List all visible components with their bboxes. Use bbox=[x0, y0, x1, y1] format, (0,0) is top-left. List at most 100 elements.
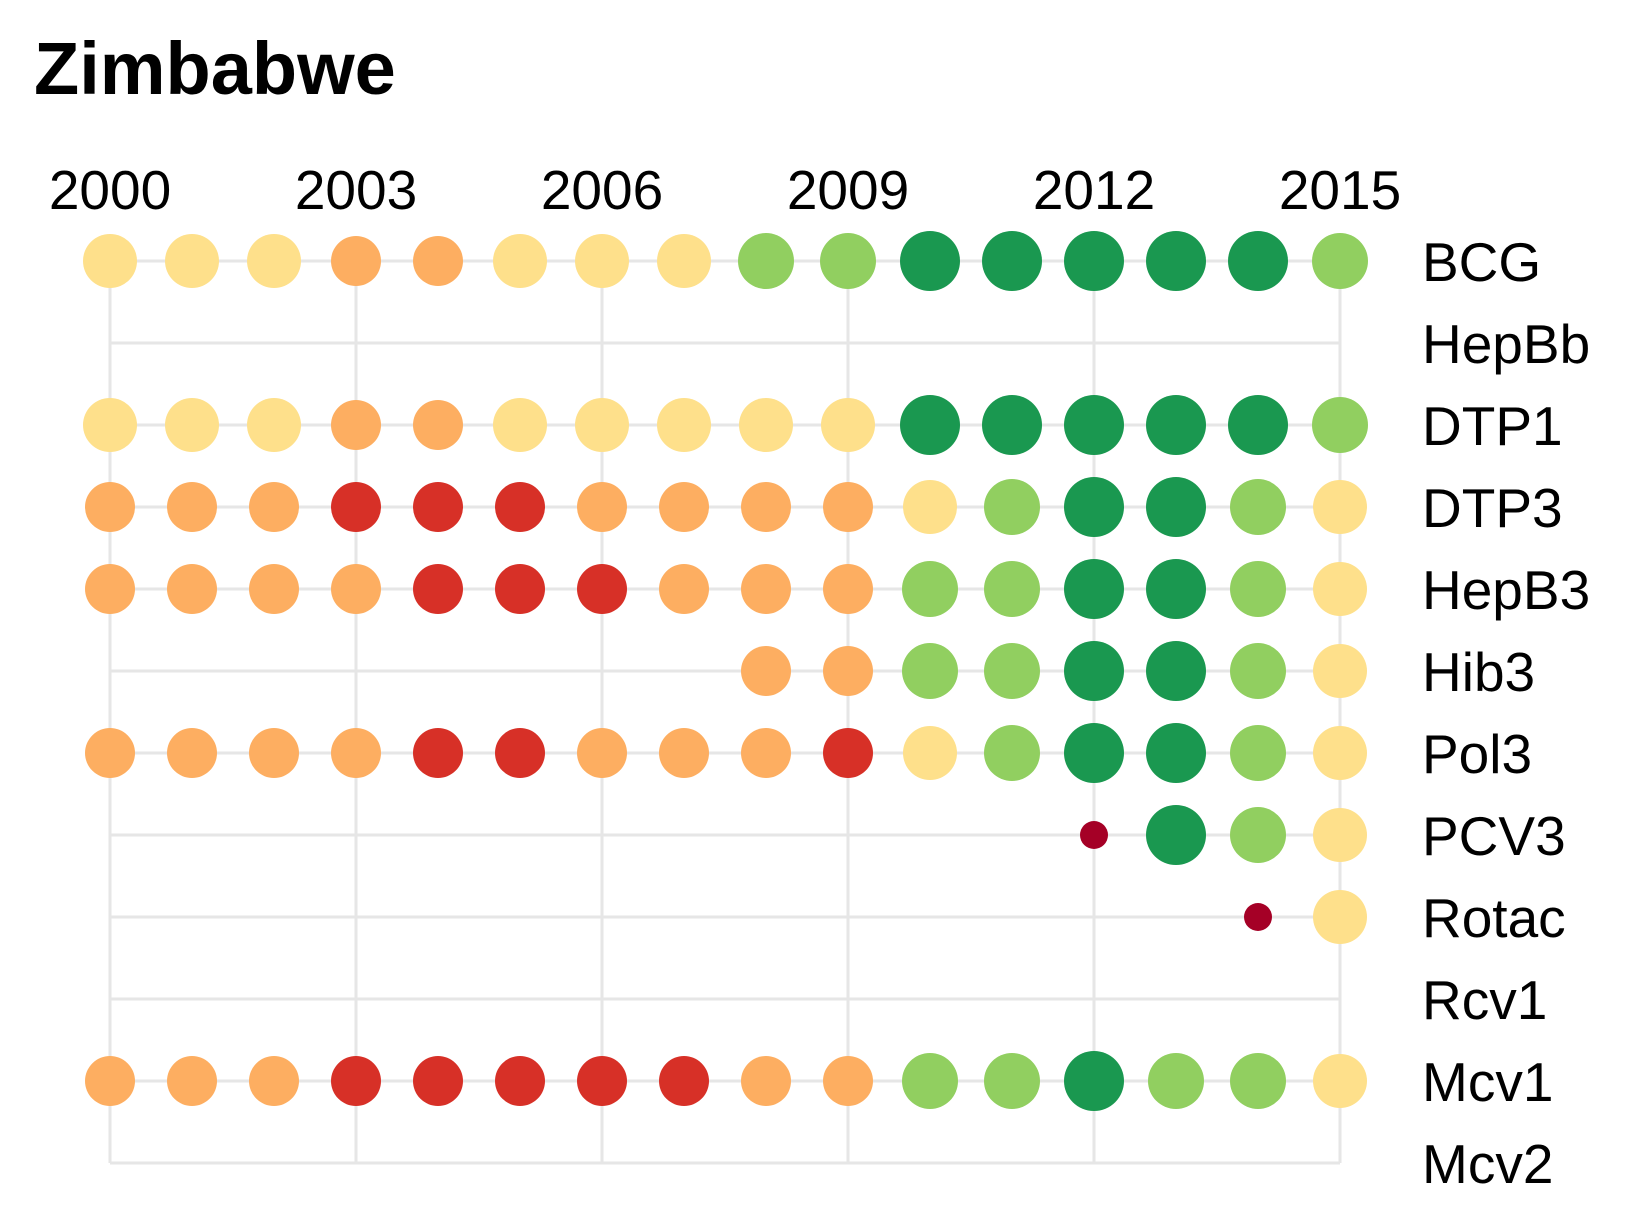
dot-dtp1-2007 bbox=[657, 398, 711, 452]
dot-pol3-2002 bbox=[249, 728, 299, 778]
dot-dtp3-2004 bbox=[413, 482, 463, 532]
dot-mcv1-2003 bbox=[331, 1056, 381, 1106]
dot-dtp3-2003 bbox=[331, 482, 381, 532]
chart-title: Zimbabwe bbox=[34, 27, 396, 110]
dot-dtp3-2014 bbox=[1230, 479, 1286, 535]
dot-bcg-2014 bbox=[1228, 231, 1288, 291]
dot-mcv1-2007 bbox=[659, 1056, 709, 1106]
dot-pol3-2009 bbox=[823, 728, 873, 778]
dot-dtp1-2008 bbox=[739, 398, 793, 452]
dot-hepb3-2013 bbox=[1146, 559, 1206, 619]
dot-dtp3-2012 bbox=[1064, 477, 1124, 537]
dot-dtp1-2003 bbox=[331, 400, 381, 450]
row-label-bcg: BCG bbox=[1422, 231, 1541, 293]
dot-dtp1-2009 bbox=[821, 398, 875, 452]
dot-pol3-2007 bbox=[659, 728, 709, 778]
dot-dtp1-2013 bbox=[1146, 395, 1206, 455]
dot-dtp3-2001 bbox=[167, 482, 217, 532]
dot-mcv1-2004 bbox=[413, 1056, 463, 1106]
dot-mcv1-2002 bbox=[249, 1056, 299, 1106]
dot-mcv1-2012 bbox=[1064, 1051, 1124, 1111]
row-label-rotac: Rotac bbox=[1422, 887, 1566, 949]
dot-mcv1-2013 bbox=[1148, 1053, 1204, 1109]
dot-dtp3-2002 bbox=[249, 482, 299, 532]
dot-bcg-2015 bbox=[1312, 233, 1368, 289]
dot-dtp3-2000 bbox=[85, 482, 135, 532]
dot-hib3-2008 bbox=[741, 646, 791, 696]
dot-bcg-2010 bbox=[900, 231, 960, 291]
dot-dtp1-2011 bbox=[982, 395, 1042, 455]
dot-bcg-2012 bbox=[1064, 231, 1124, 291]
dot-bcg-2007 bbox=[657, 234, 711, 288]
x-tick-label-2015: 2015 bbox=[1279, 159, 1401, 221]
dot-dtp1-2010 bbox=[900, 395, 960, 455]
x-tick-label-2003: 2003 bbox=[295, 159, 417, 221]
x-axis-ticks: 2000 2003 2006 2009 2012 2015 bbox=[49, 159, 1401, 221]
row-labels: BCG HepBb DTP1 DTP3 HepB3 Hib3 Pol3 PCV3 Rotac Rc… bbox=[1422, 231, 1590, 1195]
dot-bcg-2009 bbox=[820, 233, 876, 289]
dot-rotac-2014 bbox=[1244, 903, 1272, 931]
dot-bcg-2013 bbox=[1146, 231, 1206, 291]
dot-bcg-2002 bbox=[247, 234, 301, 288]
dot-pol3-2003 bbox=[331, 728, 381, 778]
dot-dtp1-2000 bbox=[83, 398, 137, 452]
dot-hepb3-2009 bbox=[823, 564, 873, 614]
dot-mcv1-2015 bbox=[1313, 1054, 1367, 1108]
dot-dtp1-2005 bbox=[493, 398, 547, 452]
dot-hepb3-2005 bbox=[495, 564, 545, 614]
dot-hepb3-2004 bbox=[413, 564, 463, 614]
dot-pol3-2001 bbox=[167, 728, 217, 778]
row-label-hepb3: HepB3 bbox=[1422, 559, 1590, 621]
dot-hib3-2011 bbox=[984, 643, 1040, 699]
dot-dtp3-2010 bbox=[903, 480, 957, 534]
dot-hepb3-2015 bbox=[1313, 562, 1367, 616]
dot-pol3-2000 bbox=[85, 728, 135, 778]
dot-pol3-2004 bbox=[413, 728, 463, 778]
dot-pol3-2012 bbox=[1064, 723, 1124, 783]
row-label-dtp1: DTP1 bbox=[1422, 395, 1563, 457]
dot-dtp3-2009 bbox=[823, 482, 873, 532]
x-tick-label-2000: 2000 bbox=[49, 159, 171, 221]
dot-bcg-2005 bbox=[493, 234, 547, 288]
dot-dtp3-2013 bbox=[1146, 477, 1206, 537]
dot-hepb3-2000 bbox=[85, 564, 135, 614]
dot-dtp1-2004 bbox=[413, 400, 463, 450]
dot-mcv1-2005 bbox=[495, 1056, 545, 1106]
dot-dtp3-2007 bbox=[659, 482, 709, 532]
row-label-mcv2: Mcv2 bbox=[1422, 1133, 1553, 1195]
dot-pol3-2010 bbox=[903, 726, 957, 780]
dot-mcv1-2008 bbox=[741, 1056, 791, 1106]
dots-layer bbox=[83, 231, 1368, 1111]
dot-pol3-2013 bbox=[1146, 723, 1206, 783]
dot-dtp1-2006 bbox=[575, 398, 629, 452]
row-label-hepbb: HepBb bbox=[1422, 313, 1590, 375]
dot-pol3-2008 bbox=[741, 728, 791, 778]
x-tick-label-2012: 2012 bbox=[1033, 159, 1155, 221]
dot-hib3-2015 bbox=[1313, 644, 1367, 698]
x-tick-label-2009: 2009 bbox=[787, 159, 909, 221]
row-label-pol3: Pol3 bbox=[1422, 723, 1532, 785]
dot-hepb3-2006 bbox=[577, 564, 627, 614]
dot-dtp1-2012 bbox=[1064, 395, 1124, 455]
row-label-dtp3: DTP3 bbox=[1422, 477, 1563, 539]
dot-dtp3-2005 bbox=[495, 482, 545, 532]
dot-dtp3-2006 bbox=[577, 482, 627, 532]
dot-hepb3-2008 bbox=[741, 564, 791, 614]
dot-mcv1-2014 bbox=[1230, 1053, 1286, 1109]
dot-pol3-2015 bbox=[1313, 726, 1367, 780]
row-label-pcv3: PCV3 bbox=[1422, 805, 1566, 867]
dot-bcg-2003 bbox=[331, 236, 381, 286]
dot-dtp1-2001 bbox=[165, 398, 219, 452]
dot-dtp3-2015 bbox=[1313, 480, 1367, 534]
dot-dtp3-2008 bbox=[741, 482, 791, 532]
dot-pol3-2005 bbox=[495, 728, 545, 778]
x-tick-label-2006: 2006 bbox=[541, 159, 663, 221]
dot-bcg-2004 bbox=[413, 236, 463, 286]
dot-dtp1-2015 bbox=[1312, 397, 1368, 453]
dot-mcv1-2001 bbox=[167, 1056, 217, 1106]
dot-pol3-2006 bbox=[577, 728, 627, 778]
dot-hepb3-2010 bbox=[902, 561, 958, 617]
dot-pcv3-2013 bbox=[1146, 805, 1206, 865]
dot-bcg-2008 bbox=[738, 233, 794, 289]
